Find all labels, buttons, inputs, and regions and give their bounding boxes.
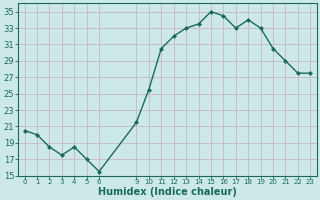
X-axis label: Humidex (Indice chaleur): Humidex (Indice chaleur) bbox=[98, 187, 237, 197]
